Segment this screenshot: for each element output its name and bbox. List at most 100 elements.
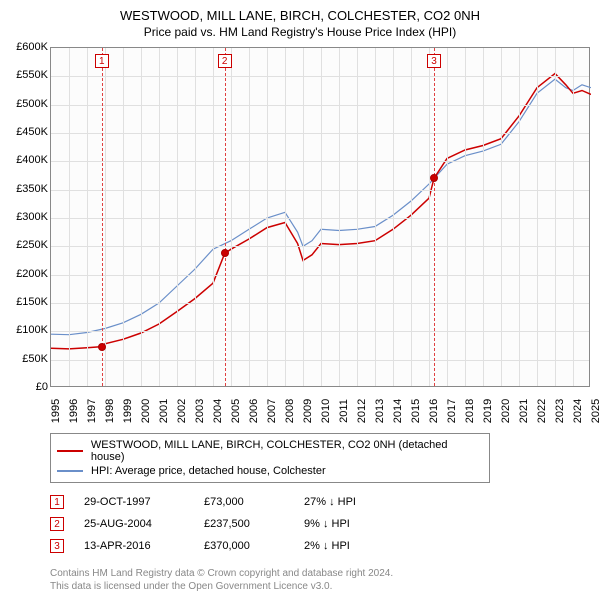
y-axis-label: £350K xyxy=(6,183,48,195)
plot-area: 1 2 3 xyxy=(50,47,590,387)
x-axis-label: 2004 xyxy=(212,391,224,431)
x-axis-label: 2006 xyxy=(248,391,260,431)
y-axis-label: £250K xyxy=(6,239,48,251)
gridline-vertical xyxy=(141,48,142,386)
y-axis-label: £500K xyxy=(6,98,48,110)
transactions-table: 1 29-OCT-1997 £73,000 27% ↓ HPI 2 25-AUG-2004… xyxy=(50,491,594,557)
transaction-row: 313-APR-2016£370,0002% ↓ HPI xyxy=(50,535,594,557)
x-axis-label: 2019 xyxy=(482,391,494,431)
legend-swatch xyxy=(57,470,83,472)
x-axis-label: 2021 xyxy=(518,391,530,431)
gridline-horizontal xyxy=(51,360,589,361)
gridline-vertical xyxy=(213,48,214,386)
transaction-diff: 27% ↓ HPI xyxy=(304,496,394,508)
gridline-vertical xyxy=(267,48,268,386)
transaction-marker-dot xyxy=(221,249,229,257)
legend-label: HPI: Average price, detached house, Colc… xyxy=(91,465,326,477)
gridline-vertical xyxy=(447,48,448,386)
gridline-horizontal xyxy=(51,76,589,77)
gridline-vertical xyxy=(249,48,250,386)
x-axis-label: 2008 xyxy=(284,391,296,431)
gridline-vertical xyxy=(483,48,484,386)
gridline-horizontal xyxy=(51,161,589,162)
gridline-vertical xyxy=(69,48,70,386)
y-axis-label: £100K xyxy=(6,324,48,336)
x-axis-label: 2025 xyxy=(590,391,600,431)
gridline-horizontal xyxy=(51,303,589,304)
transaction-marker-badge: 1 xyxy=(95,54,109,68)
transaction-diff: 2% ↓ HPI xyxy=(304,540,394,552)
transaction-badge: 2 xyxy=(50,517,64,531)
transaction-price: £237,500 xyxy=(204,518,284,530)
gridline-vertical xyxy=(519,48,520,386)
transaction-marker-dot xyxy=(430,174,438,182)
x-axis-label: 2003 xyxy=(194,391,206,431)
x-axis-label: 2001 xyxy=(158,391,170,431)
x-axis-label: 2007 xyxy=(266,391,278,431)
y-axis-label: £300K xyxy=(6,211,48,223)
gridline-horizontal xyxy=(51,275,589,276)
gridline-horizontal xyxy=(51,331,589,332)
transaction-marker-dot xyxy=(98,343,106,351)
transaction-diff: 9% ↓ HPI xyxy=(304,518,394,530)
y-axis-label: £200K xyxy=(6,268,48,280)
gridline-vertical xyxy=(231,48,232,386)
x-axis-label: 1998 xyxy=(104,391,116,431)
gridline-horizontal xyxy=(51,190,589,191)
x-axis-label: 2022 xyxy=(536,391,548,431)
gridline-horizontal xyxy=(51,246,589,247)
gridline-vertical xyxy=(375,48,376,386)
gridline-vertical xyxy=(285,48,286,386)
x-axis-label: 2024 xyxy=(572,391,584,431)
y-axis-label: £450K xyxy=(6,126,48,138)
chart-title: WESTWOOD, MILL LANE, BIRCH, COLCHESTER, … xyxy=(6,8,594,23)
gridline-vertical xyxy=(537,48,538,386)
y-axis-label: £150K xyxy=(6,296,48,308)
transaction-marker-line xyxy=(225,48,226,386)
legend-row: HPI: Average price, detached house, Colc… xyxy=(57,464,483,478)
legend-swatch xyxy=(57,450,83,452)
transaction-date: 29-OCT-1997 xyxy=(84,496,184,508)
gridline-vertical xyxy=(429,48,430,386)
gridline-vertical xyxy=(195,48,196,386)
transaction-badge: 1 xyxy=(50,495,64,509)
y-axis-label: £550K xyxy=(6,69,48,81)
gridline-vertical xyxy=(501,48,502,386)
gridline-vertical xyxy=(411,48,412,386)
gridline-vertical xyxy=(105,48,106,386)
x-axis-label: 2012 xyxy=(356,391,368,431)
y-axis-label: £600K xyxy=(6,41,48,53)
x-axis-label: 2011 xyxy=(338,391,350,431)
x-axis-label: 2015 xyxy=(410,391,422,431)
x-axis-label: 2005 xyxy=(230,391,242,431)
x-axis-label: 2023 xyxy=(554,391,566,431)
footer-attribution: Contains HM Land Registry data © Crown c… xyxy=(50,567,594,593)
transaction-date: 25-AUG-2004 xyxy=(84,518,184,530)
gridline-vertical xyxy=(357,48,358,386)
legend-box: WESTWOOD, MILL LANE, BIRCH, COLCHESTER, … xyxy=(50,433,490,483)
transaction-price: £73,000 xyxy=(204,496,284,508)
transaction-marker-badge: 2 xyxy=(218,54,232,68)
x-axis-label: 1995 xyxy=(50,391,62,431)
gridline-vertical xyxy=(123,48,124,386)
gridline-horizontal xyxy=(51,218,589,219)
x-axis-label: 2016 xyxy=(428,391,440,431)
y-axis-label: £0 xyxy=(6,381,48,393)
transaction-row: 2 25-AUG-2004 £237,500 9% ↓ HPI xyxy=(50,513,594,535)
transaction-marker-badge: 3 xyxy=(427,54,441,68)
gridline-vertical xyxy=(465,48,466,386)
gridline-vertical xyxy=(159,48,160,386)
x-axis-label: 2018 xyxy=(464,391,476,431)
y-axis-label: £50K xyxy=(6,353,48,365)
x-axis-label: 2014 xyxy=(392,391,404,431)
footer-line-1: Contains HM Land Registry data © Crown c… xyxy=(50,567,594,580)
transaction-marker-line xyxy=(434,48,435,386)
gridline-vertical xyxy=(321,48,322,386)
transaction-row: 1 29-OCT-1997 £73,000 27% ↓ HPI xyxy=(50,491,594,513)
transaction-badge: 3 xyxy=(50,539,64,553)
footer-line-2: This data is licensed under the Open Gov… xyxy=(50,580,594,593)
x-axis-label: 2017 xyxy=(446,391,458,431)
legend-label: WESTWOOD, MILL LANE, BIRCH, COLCHESTER, … xyxy=(91,439,483,463)
gridline-vertical xyxy=(555,48,556,386)
gridline-horizontal xyxy=(51,133,589,134)
